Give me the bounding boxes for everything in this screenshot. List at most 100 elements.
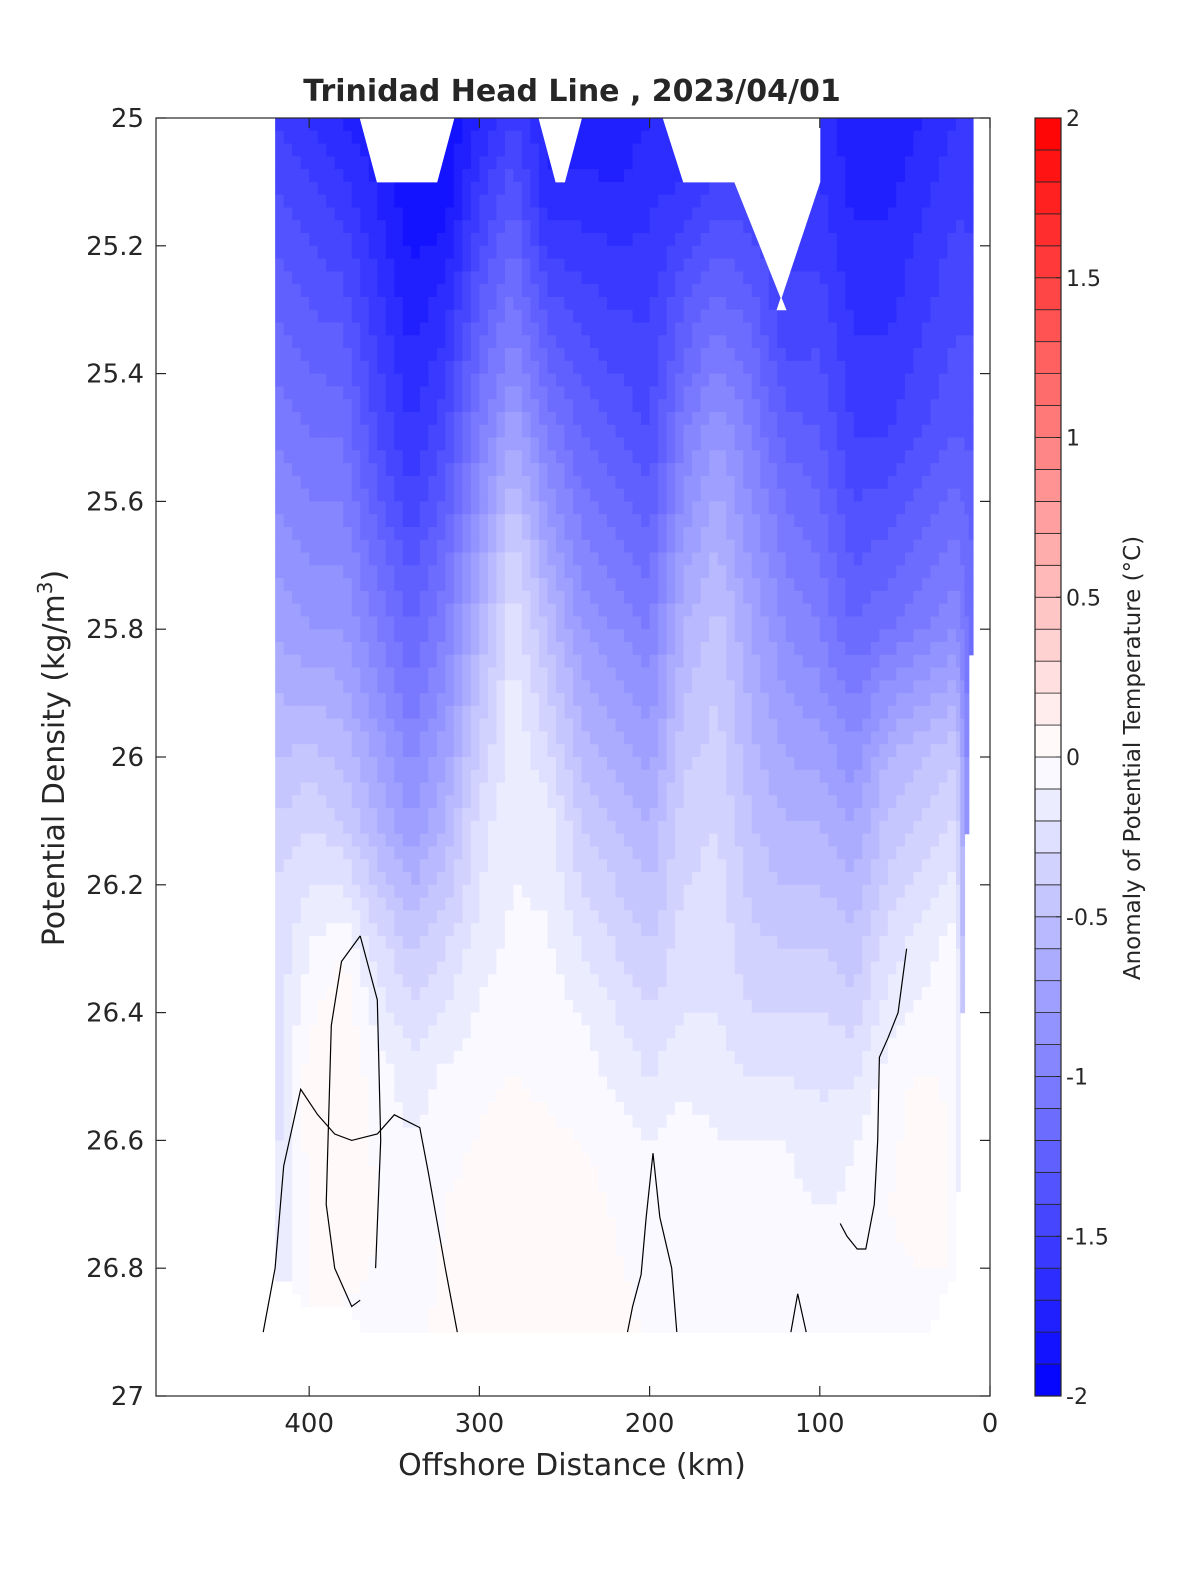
field-cell xyxy=(428,846,438,860)
field-cell xyxy=(343,526,353,541)
field-cell xyxy=(470,808,480,822)
field-cell xyxy=(343,820,353,835)
field-cell xyxy=(368,872,378,886)
field-cell xyxy=(343,1268,353,1282)
field-cell xyxy=(641,1063,651,1078)
field-cell xyxy=(326,808,336,822)
field-cell xyxy=(436,1140,446,1154)
field-cell xyxy=(275,1153,285,1167)
field-cell xyxy=(598,258,608,272)
field-cell xyxy=(709,488,719,502)
field-cell xyxy=(394,360,404,375)
field-cell xyxy=(275,910,285,924)
field-cell xyxy=(598,897,608,911)
field-cell xyxy=(538,1025,549,1039)
field-cell xyxy=(300,220,310,234)
field-cell xyxy=(317,897,327,911)
field-cell xyxy=(351,795,361,809)
field-cell xyxy=(292,271,302,285)
field-cell xyxy=(598,284,608,298)
field-cell xyxy=(394,859,404,873)
field-cell xyxy=(504,1280,515,1295)
field-cell xyxy=(496,169,506,183)
field-cell xyxy=(317,872,327,886)
field-cell xyxy=(615,961,625,975)
field-cell xyxy=(649,833,659,848)
field-cell xyxy=(402,220,412,234)
field-cell xyxy=(402,488,412,502)
field-cell xyxy=(530,450,540,464)
field-cell xyxy=(411,1140,421,1154)
field-cell xyxy=(360,987,370,1001)
field-cell xyxy=(717,360,727,375)
field-cell xyxy=(666,552,676,566)
field-cell xyxy=(453,999,463,1014)
field-cell xyxy=(632,1242,642,1257)
field-cell xyxy=(377,731,387,745)
field-cell xyxy=(709,411,719,426)
field-cell xyxy=(428,514,438,528)
field-cell xyxy=(428,501,438,515)
field-cell xyxy=(615,872,625,886)
field-cell xyxy=(590,641,600,656)
field-cell xyxy=(377,923,387,937)
field-cell xyxy=(658,526,668,541)
field-cell xyxy=(300,948,310,963)
field-cell xyxy=(436,578,446,592)
field-cell xyxy=(590,1178,600,1193)
field-cell xyxy=(641,974,651,988)
field-cell xyxy=(343,769,353,784)
field-cell xyxy=(487,1178,498,1193)
field-cell xyxy=(709,296,719,311)
field-cell xyxy=(292,437,302,451)
field-cell xyxy=(581,552,591,566)
field-cell xyxy=(487,731,498,745)
field-cell xyxy=(394,731,404,745)
field-cell xyxy=(709,616,719,630)
field-cell xyxy=(479,143,489,157)
field-cell xyxy=(675,309,685,324)
field-cell xyxy=(462,296,472,311)
field-cell xyxy=(573,463,583,477)
field-cell xyxy=(436,923,446,937)
field-cell xyxy=(496,565,506,579)
field-cell xyxy=(709,923,719,937)
field-cell xyxy=(326,961,336,975)
field-cell xyxy=(334,437,344,451)
field-cell xyxy=(538,999,549,1014)
field-cell xyxy=(292,718,302,733)
field-cell xyxy=(513,846,523,860)
field-cell xyxy=(351,169,361,183)
field-cell xyxy=(385,999,395,1014)
field-cell xyxy=(590,603,600,618)
field-cell xyxy=(538,693,549,707)
field-cell xyxy=(641,782,651,796)
field-cell xyxy=(419,1153,429,1167)
field-cell xyxy=(351,118,361,132)
field-cell xyxy=(343,590,353,605)
field-cell xyxy=(360,220,370,234)
field-cell xyxy=(436,411,446,426)
field-cell xyxy=(292,1140,302,1154)
field-cell xyxy=(300,846,310,860)
field-cell xyxy=(428,641,438,656)
field-cell xyxy=(530,360,540,375)
field-cell xyxy=(300,1102,310,1116)
field-cell xyxy=(555,999,566,1014)
field-cell xyxy=(521,910,532,924)
field-cell xyxy=(538,552,549,566)
field-cell xyxy=(504,1140,515,1154)
field-cell xyxy=(360,296,370,311)
field-cell xyxy=(547,1293,557,1308)
field-cell xyxy=(564,910,574,924)
field-cell xyxy=(573,233,583,247)
field-cell xyxy=(283,757,293,771)
field-cell xyxy=(700,539,710,554)
field-cell xyxy=(411,833,421,848)
field-cell xyxy=(462,1178,472,1193)
field-cell xyxy=(470,1242,480,1257)
field-cell xyxy=(641,910,651,924)
field-cell xyxy=(436,360,446,375)
field-cell xyxy=(419,859,429,873)
field-cell xyxy=(581,999,591,1014)
